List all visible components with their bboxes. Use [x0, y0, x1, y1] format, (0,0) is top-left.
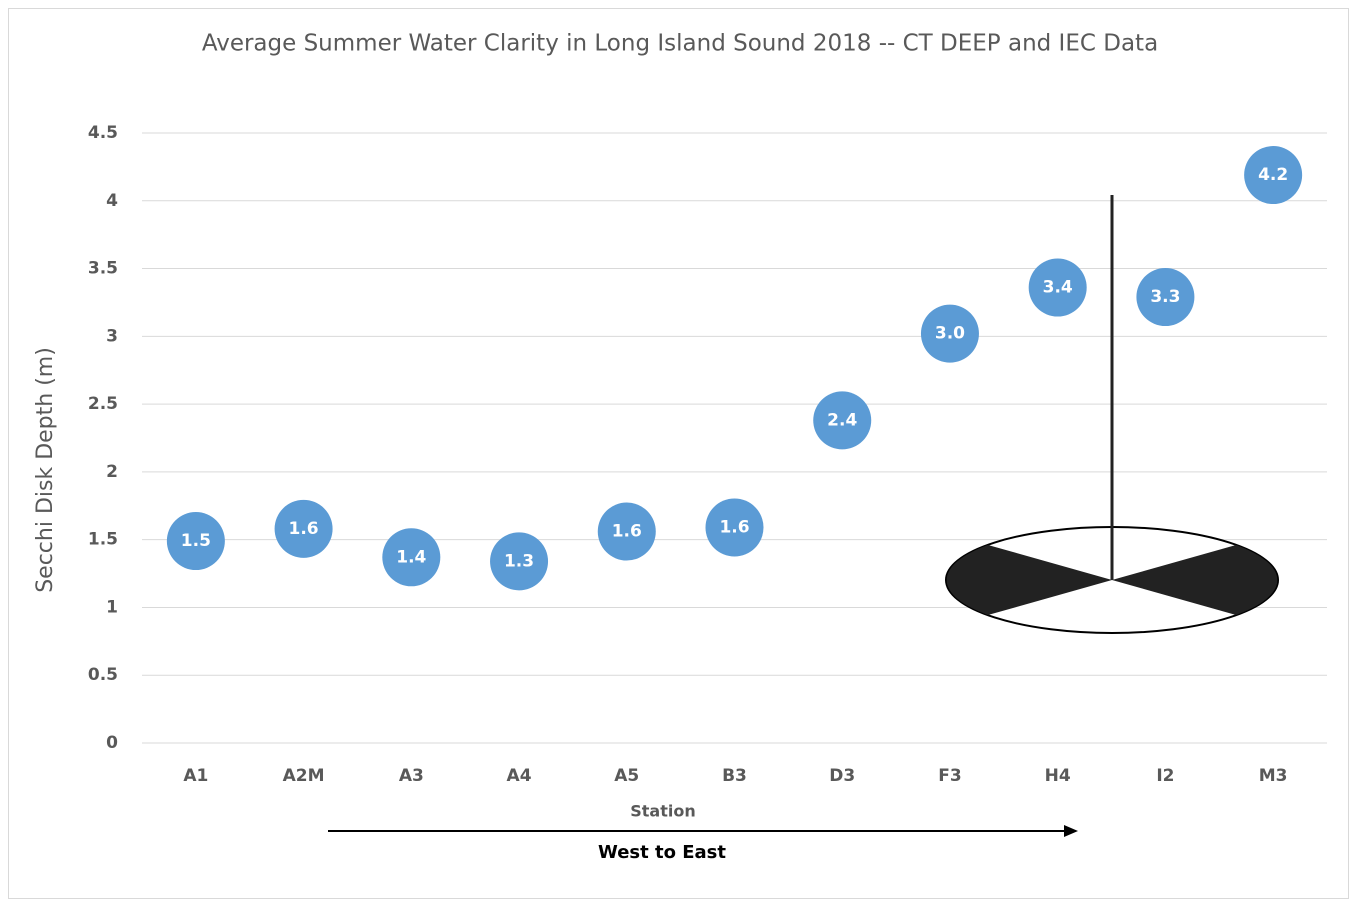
y-tick-label: 1	[106, 597, 118, 617]
x-axis-label: Station	[630, 802, 695, 821]
data-point	[1244, 146, 1303, 205]
y-tick-label: 0	[106, 733, 118, 753]
data-point	[490, 532, 549, 591]
data-point	[920, 304, 979, 363]
data-label: 1.3	[504, 551, 534, 571]
y-tick-label: 2.5	[88, 394, 118, 414]
data-point	[1028, 258, 1087, 317]
data-label: 3.0	[935, 324, 965, 344]
data-label: 3.4	[1043, 278, 1073, 298]
annotation: West to East	[598, 842, 726, 863]
data-point	[166, 512, 225, 571]
secchi-disk	[945, 195, 1279, 634]
y-tick-label: 2	[106, 462, 118, 482]
x-tick-label: F3	[938, 766, 961, 786]
x-tick-label: A1	[183, 766, 208, 786]
y-tick-label: 4	[106, 191, 118, 211]
data-label: 1.4	[396, 547, 426, 567]
x-tick-label: D3	[829, 766, 855, 786]
y-axis-label: Secchi Disk Depth (m)	[33, 347, 58, 593]
y-tick-label: 3.5	[88, 259, 118, 279]
y-tick-label: 1.5	[88, 530, 118, 550]
data-point	[1136, 268, 1195, 327]
data-point	[813, 391, 872, 450]
x-tick-label: A4	[507, 766, 532, 786]
x-tick-label: A5	[614, 766, 639, 786]
data-label: 1.6	[289, 519, 319, 539]
x-tick-label: A3	[399, 766, 424, 786]
data-point	[705, 498, 764, 557]
data-label: 1.5	[181, 531, 211, 551]
direction-arrow	[328, 825, 1078, 837]
y-tick-label: 4.5	[88, 123, 118, 143]
data-label: 3.3	[1150, 287, 1180, 307]
data-label: 2.4	[827, 410, 857, 430]
data-label: 1.6	[612, 522, 642, 542]
data-point	[382, 528, 441, 587]
data-point	[274, 499, 333, 558]
data-point	[597, 502, 656, 561]
chart-frame	[8, 8, 1349, 899]
x-tick-label: M3	[1259, 766, 1288, 786]
data-label: 1.6	[719, 517, 749, 537]
x-tick-label: H4	[1045, 766, 1071, 786]
y-tick-label: 0.5	[88, 665, 118, 685]
data-label: 4.2	[1258, 165, 1288, 185]
x-tick-label: A2M	[283, 766, 325, 786]
x-tick-label: I2	[1156, 766, 1174, 786]
y-tick-label: 3	[106, 326, 118, 346]
x-tick-label: B3	[722, 766, 747, 786]
chart-title: Average Summer Water Clarity in Long Isl…	[202, 31, 1158, 57]
